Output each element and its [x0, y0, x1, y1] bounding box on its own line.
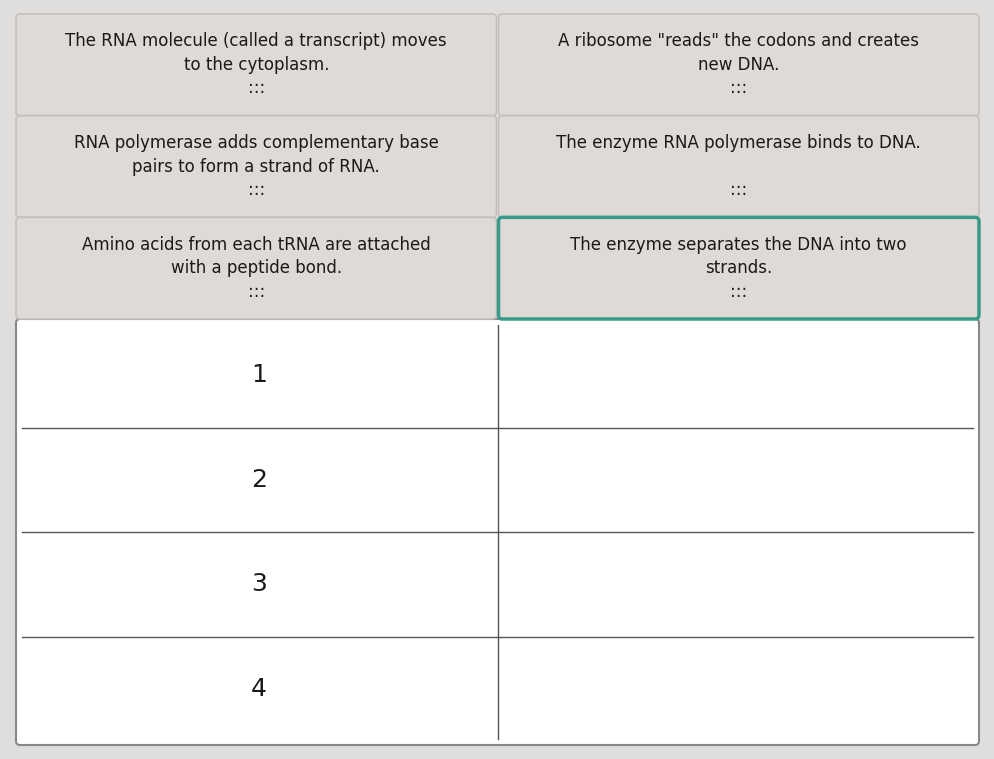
Text: The enzyme RNA polymerase binds to DNA.

:::: The enzyme RNA polymerase binds to DNA. … — [556, 134, 920, 199]
Text: 2: 2 — [250, 468, 266, 492]
FancyBboxPatch shape — [16, 217, 496, 319]
Text: 3: 3 — [250, 572, 266, 597]
Text: Amino acids from each tRNA are attached
with a peptide bond.
:::: Amino acids from each tRNA are attached … — [82, 235, 430, 301]
Text: RNA polymerase adds complementary base
pairs to form a strand of RNA.
:::: RNA polymerase adds complementary base p… — [74, 134, 438, 199]
Text: 4: 4 — [250, 677, 266, 701]
Text: 1: 1 — [250, 364, 266, 387]
FancyBboxPatch shape — [16, 14, 496, 115]
FancyBboxPatch shape — [498, 115, 978, 217]
FancyBboxPatch shape — [498, 14, 978, 115]
Text: The RNA molecule (called a transcript) moves
to the cytoplasm.
:::: The RNA molecule (called a transcript) m… — [66, 32, 446, 97]
FancyBboxPatch shape — [16, 115, 496, 217]
FancyBboxPatch shape — [498, 217, 978, 319]
FancyBboxPatch shape — [16, 319, 978, 745]
Text: A ribosome "reads" the codons and creates
new DNA.
:::: A ribosome "reads" the codons and create… — [558, 32, 918, 97]
Text: The enzyme separates the DNA into two
strands.
:::: The enzyme separates the DNA into two st… — [570, 235, 907, 301]
